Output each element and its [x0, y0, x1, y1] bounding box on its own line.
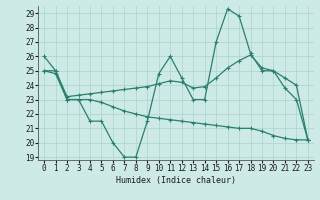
X-axis label: Humidex (Indice chaleur): Humidex (Indice chaleur) [116, 176, 236, 185]
